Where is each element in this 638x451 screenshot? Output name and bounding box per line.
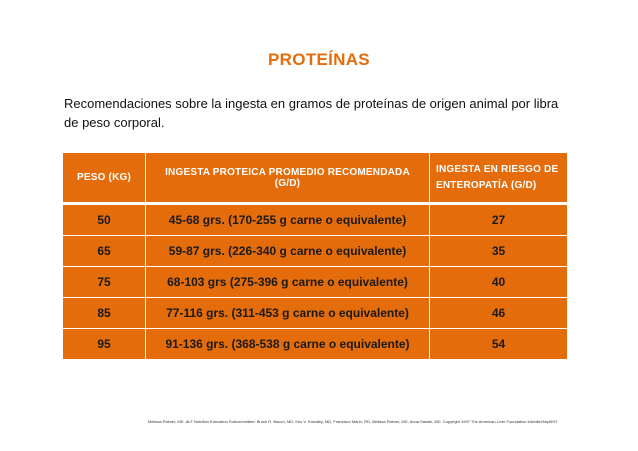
cell-peso: 65 — [63, 236, 146, 267]
protein-table-container: PESO (KG) INGESTA PROTEICA PROMEDIO RECO… — [63, 153, 567, 360]
header-peso: PESO (KG) — [63, 153, 146, 205]
cell-riesgo: 27 — [430, 205, 567, 236]
cell-peso: 95 — [63, 329, 146, 360]
intro-text: Recomendaciones sobre la ingesta en gram… — [64, 96, 559, 130]
cell-peso: 85 — [63, 298, 146, 329]
header-row: PESO (KG) INGESTA PROTEICA PROMEDIO RECO… — [63, 153, 567, 205]
table-row: 75 68-103 grs (275-396 g carne o equival… — [63, 267, 567, 298]
cell-riesgo: 54 — [430, 329, 567, 360]
source-footnote: Melissa Palmer, MD. ALF Nutrition Educat… — [148, 419, 558, 424]
protein-table: PESO (KG) INGESTA PROTEICA PROMEDIO RECO… — [63, 153, 567, 360]
cell-peso: 75 — [63, 267, 146, 298]
cell-ingesta: 91-136 grs. (368-538 g carne o equivalen… — [146, 329, 430, 360]
cell-ingesta: 45-68 grs. (170-255 g carne o equivalent… — [146, 205, 430, 236]
cell-riesgo: 40 — [430, 267, 567, 298]
cell-peso: 50 — [63, 205, 146, 236]
cell-riesgo: 35 — [430, 236, 567, 267]
table-row: 65 59-87 grs. (226-340 g carne o equival… — [63, 236, 567, 267]
cell-ingesta: 77-116 grs. (311-453 g carne o equivalen… — [146, 298, 430, 329]
table-header: PESO (KG) INGESTA PROTEICA PROMEDIO RECO… — [63, 153, 567, 205]
table-row: 85 77-116 grs. (311-453 g carne o equiva… — [63, 298, 567, 329]
table-row: 95 91-136 grs. (368-538 g carne o equiva… — [63, 329, 567, 360]
cell-riesgo: 46 — [430, 298, 567, 329]
table-row: 50 45-68 grs. (170-255 g carne o equival… — [63, 205, 567, 236]
table-body: 50 45-68 grs. (170-255 g carne o equival… — [63, 205, 567, 360]
header-ingesta: INGESTA PROTEICA PROMEDIO RECOMENDADA (G… — [146, 153, 430, 205]
page-title: PROTEÍNAS — [268, 50, 370, 69]
header-riesgo: INGESTA EN RIESGO DE ENTEROPATÍA (G/D) — [430, 153, 567, 205]
cell-ingesta: 68-103 grs (275-396 g carne o equivalent… — [146, 267, 430, 298]
cell-ingesta: 59-87 grs. (226-340 g carne o equivalent… — [146, 236, 430, 267]
